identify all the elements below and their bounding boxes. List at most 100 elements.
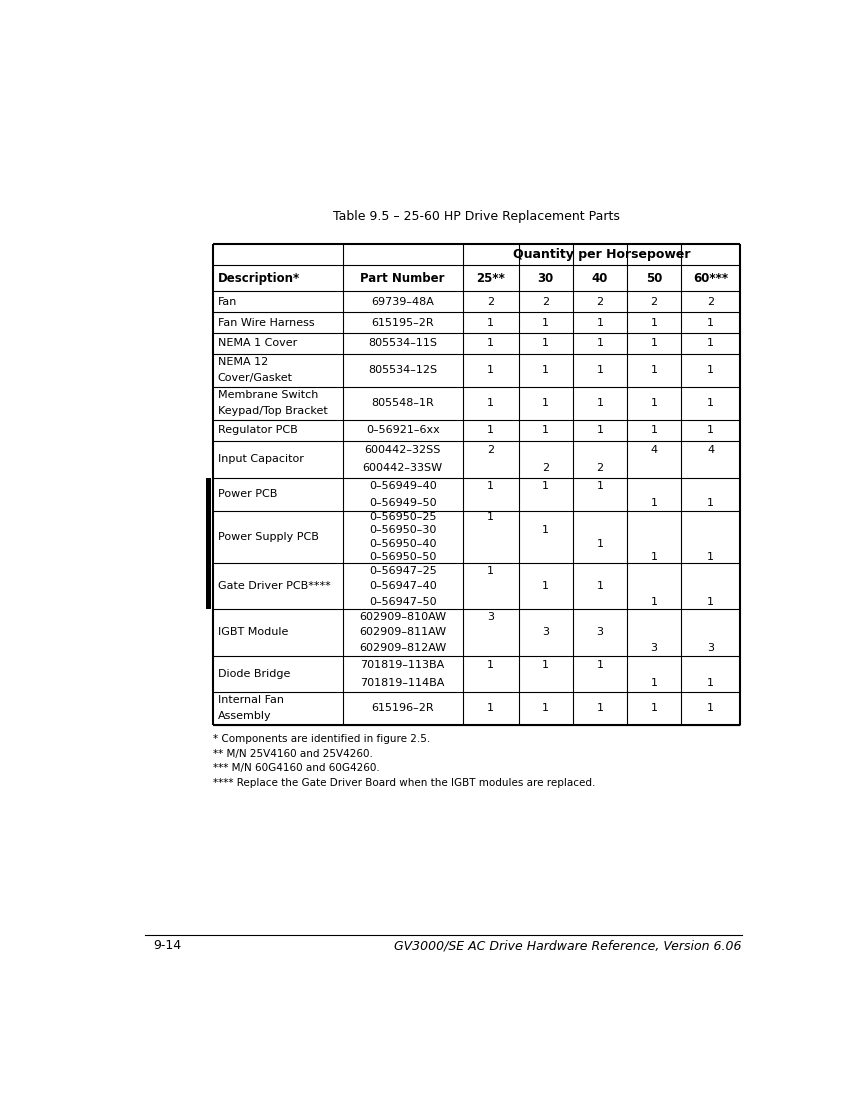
Text: 2: 2 xyxy=(487,297,494,307)
Text: 805548–1R: 805548–1R xyxy=(371,398,434,408)
Text: 4: 4 xyxy=(650,446,658,455)
Text: 1: 1 xyxy=(597,703,603,713)
Text: 2: 2 xyxy=(597,297,603,307)
Text: 60***: 60*** xyxy=(694,272,728,285)
Text: 0–56921–6xx: 0–56921–6xx xyxy=(366,426,439,436)
Text: 1: 1 xyxy=(707,365,714,375)
Text: Regulator PCB: Regulator PCB xyxy=(218,426,298,436)
Text: 1: 1 xyxy=(707,596,714,607)
Text: 1: 1 xyxy=(707,339,714,349)
Text: 1: 1 xyxy=(707,552,714,562)
Text: 615195–2R: 615195–2R xyxy=(371,318,434,328)
Text: 1: 1 xyxy=(597,318,603,328)
Text: Fan Wire Harness: Fan Wire Harness xyxy=(218,318,314,328)
Text: Membrane Switch: Membrane Switch xyxy=(218,390,318,400)
Bar xyxy=(207,563,211,609)
Text: 701819–114BA: 701819–114BA xyxy=(360,678,445,688)
Text: 69739–48A: 69739–48A xyxy=(371,297,434,307)
Text: Cover/Gasket: Cover/Gasket xyxy=(218,373,293,383)
Text: 1: 1 xyxy=(542,581,549,592)
Text: ** M/N 25V4160 and 25V4260.: ** M/N 25V4160 and 25V4260. xyxy=(213,749,373,759)
Text: IGBT Module: IGBT Module xyxy=(218,627,288,638)
Text: 602909–811AW: 602909–811AW xyxy=(359,627,446,638)
Text: 25**: 25** xyxy=(476,272,505,285)
Text: 2: 2 xyxy=(707,297,714,307)
Text: 1: 1 xyxy=(707,703,714,713)
Text: *** M/N 60G4160 and 60G4260.: *** M/N 60G4160 and 60G4260. xyxy=(213,763,380,773)
Text: 1: 1 xyxy=(487,339,494,349)
Text: 0–56947–25: 0–56947–25 xyxy=(369,565,437,576)
Text: NEMA 12: NEMA 12 xyxy=(218,358,268,367)
Text: 1: 1 xyxy=(651,318,658,328)
Text: Diode Bridge: Diode Bridge xyxy=(218,669,290,679)
Text: 0–56949–50: 0–56949–50 xyxy=(369,497,437,507)
Text: 2: 2 xyxy=(487,446,494,455)
Text: **** Replace the Gate Driver Board when the IGBT modules are replaced.: **** Replace the Gate Driver Board when … xyxy=(213,778,596,788)
Text: Table 9.5 – 25-60 HP Drive Replacement Parts: Table 9.5 – 25-60 HP Drive Replacement P… xyxy=(333,210,620,223)
Text: 1: 1 xyxy=(487,318,494,328)
Text: 9-14: 9-14 xyxy=(153,939,181,953)
Text: 1: 1 xyxy=(597,660,603,670)
Text: 1: 1 xyxy=(597,365,603,375)
Text: 1: 1 xyxy=(707,398,714,408)
Text: 40: 40 xyxy=(592,272,608,285)
Text: 600442–33SW: 600442–33SW xyxy=(363,463,443,473)
Text: Part Number: Part Number xyxy=(360,272,445,285)
Text: Description*: Description* xyxy=(218,272,300,285)
Text: 1: 1 xyxy=(487,703,494,713)
Text: Input Capacitor: Input Capacitor xyxy=(218,454,303,464)
Text: 1: 1 xyxy=(597,539,603,549)
Text: 1: 1 xyxy=(487,660,494,670)
Text: 600442–32SS: 600442–32SS xyxy=(365,446,441,455)
Text: 3: 3 xyxy=(597,627,603,638)
Text: NEMA 1 Cover: NEMA 1 Cover xyxy=(218,339,298,349)
Text: 602909–812AW: 602909–812AW xyxy=(359,642,446,653)
Text: 805534–12S: 805534–12S xyxy=(368,365,437,375)
Text: 1: 1 xyxy=(542,339,549,349)
Text: 1: 1 xyxy=(487,565,494,576)
Text: Gate Driver PCB****: Gate Driver PCB**** xyxy=(218,581,331,592)
Text: 1: 1 xyxy=(651,497,658,507)
Text: 1: 1 xyxy=(487,426,494,436)
Text: 1: 1 xyxy=(542,398,549,408)
Text: 0–56947–40: 0–56947–40 xyxy=(369,581,437,592)
Text: 3: 3 xyxy=(542,627,549,638)
Text: 50: 50 xyxy=(646,272,662,285)
Text: 1: 1 xyxy=(542,318,549,328)
Text: 0–56950–50: 0–56950–50 xyxy=(369,552,436,562)
Text: 2: 2 xyxy=(650,297,658,307)
Text: 602909–810AW: 602909–810AW xyxy=(359,612,446,623)
Text: 1: 1 xyxy=(651,678,658,688)
Text: 1: 1 xyxy=(651,552,658,562)
Text: 2: 2 xyxy=(542,297,549,307)
Text: 1: 1 xyxy=(651,339,658,349)
Text: Quantity per Horsepower: Quantity per Horsepower xyxy=(513,248,690,261)
Text: Keypad/Top Bracket: Keypad/Top Bracket xyxy=(218,406,327,417)
Text: Assembly: Assembly xyxy=(218,712,271,722)
Text: 1: 1 xyxy=(542,426,549,436)
Text: Internal Fan: Internal Fan xyxy=(218,695,284,705)
Text: 805534–11S: 805534–11S xyxy=(368,339,437,349)
Text: 1: 1 xyxy=(487,365,494,375)
Text: 1: 1 xyxy=(487,481,494,491)
Text: 1: 1 xyxy=(597,426,603,436)
Text: 701819–113BA: 701819–113BA xyxy=(360,660,445,670)
Text: 3: 3 xyxy=(707,642,714,653)
Text: 1: 1 xyxy=(597,581,603,592)
Text: 1: 1 xyxy=(542,481,549,491)
Text: 615196–2R: 615196–2R xyxy=(371,703,434,713)
Text: 0–56950–30: 0–56950–30 xyxy=(369,526,436,536)
Text: 1: 1 xyxy=(597,398,603,408)
Text: 1: 1 xyxy=(707,678,714,688)
Text: 1: 1 xyxy=(651,426,658,436)
Text: 1: 1 xyxy=(651,365,658,375)
Bar xyxy=(207,477,211,510)
Text: Fan: Fan xyxy=(218,297,237,307)
Text: 1: 1 xyxy=(651,398,658,408)
Text: 3: 3 xyxy=(651,642,658,653)
Text: GV3000/SE AC Drive Hardware Reference, Version 6.06: GV3000/SE AC Drive Hardware Reference, V… xyxy=(394,939,742,953)
Text: 2: 2 xyxy=(542,463,549,473)
Text: 1: 1 xyxy=(542,703,549,713)
Text: 1: 1 xyxy=(542,526,549,536)
Text: Power Supply PCB: Power Supply PCB xyxy=(218,532,319,542)
